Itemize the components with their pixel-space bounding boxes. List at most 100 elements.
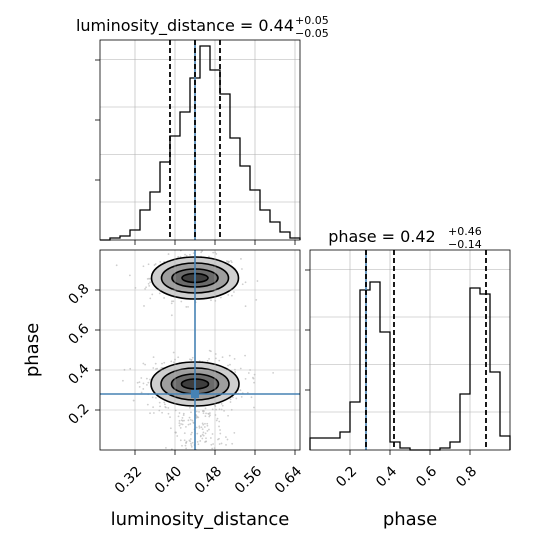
scatter-sample-point (182, 414, 185, 417)
scatter-sample-point (223, 409, 225, 412)
scatter-sample-point (138, 385, 141, 388)
title-phase-plus: +0.46 (448, 225, 482, 238)
scatter-sample-point (215, 252, 218, 255)
hist-phase-x-tick-label: 0.4 (373, 463, 400, 490)
scatter-sample-point (184, 444, 187, 447)
scatter-sample-point (154, 263, 157, 265)
scatter-sample-point (199, 435, 202, 438)
scatter-sample-point (202, 434, 205, 437)
scatter-sample-point (230, 261, 233, 264)
scatter-sample-point (210, 299, 212, 302)
scatter-sample-point (244, 305, 247, 308)
scatter-sample-point (191, 419, 194, 422)
scatter-sample-point (239, 389, 242, 392)
scatter-sample-point (155, 368, 157, 370)
scatter-sample-point (252, 377, 255, 380)
scatter-sample-point (140, 391, 143, 394)
scatter-sample-point (209, 350, 212, 353)
scatter-sample-point (211, 433, 214, 435)
scatter-sample-point (233, 431, 236, 434)
scatter-sample-point (158, 292, 161, 295)
scatter-sample-point (187, 305, 189, 308)
scatter-sample-point (253, 406, 255, 409)
scatter-sample-point (146, 277, 149, 280)
scatter-sample-point (163, 361, 166, 364)
y-axis-label-phase: phase (22, 323, 43, 377)
scatter-sample-point (221, 404, 224, 407)
scatter-sample-point (214, 299, 217, 302)
scatter-sample-point (167, 407, 170, 409)
scatter-sample-point (204, 432, 207, 435)
scatter-sample-point (231, 442, 234, 445)
scatter-sample-point (184, 253, 186, 256)
scatter-sample-point (167, 253, 170, 255)
scatter-sample-point (149, 281, 151, 284)
scatter-sample-point (149, 378, 151, 381)
x-axis-label-luminosity-distance: luminosity_distance (111, 509, 290, 530)
scatter-sample-point (152, 367, 155, 369)
scatter-sample-point (201, 250, 203, 252)
scatter-sample-point (145, 377, 148, 380)
scatter-sample-point (188, 416, 191, 419)
scatter-x-tick-label: 0.64 (272, 463, 305, 496)
scatter-sample-point (240, 396, 243, 398)
scatter-sample-point (132, 399, 135, 402)
scatter-sample-point (226, 438, 229, 441)
scatter-sample-point (199, 440, 202, 442)
scatter-panel-frame (99, 249, 301, 451)
scatter-sample-point (170, 302, 173, 305)
scatter-sample-point (202, 412, 205, 415)
title-phase-minus: −0.14 (448, 238, 482, 251)
scatter-sample-point (203, 426, 206, 428)
scatter-plot-area (100, 250, 300, 450)
scatter-sample-point (205, 412, 207, 415)
scatter-sample-point (196, 432, 199, 435)
scatter-sample-point (208, 415, 211, 418)
scatter-sample-point (188, 253, 191, 256)
scatter-sample-point (253, 381, 255, 384)
scatter-sample-point (197, 443, 200, 446)
scatter-sample-point (142, 382, 145, 385)
scatter-sample-point (183, 419, 185, 422)
scatter-sample-point (149, 412, 151, 415)
scatter-sample-point (142, 388, 145, 390)
scatter-sample-point (158, 401, 161, 404)
scatter-sample-point (164, 406, 167, 408)
scatter-sample-point (233, 357, 236, 360)
scatter-sample-point (192, 252, 195, 255)
scatter-sample-point (142, 362, 145, 365)
histogram-panel-luminosity-distance (95, 39, 301, 245)
scatter-sample-point (161, 411, 163, 414)
scatter-sample-point (234, 371, 237, 373)
scatter-sample-point (189, 438, 192, 440)
scatter-sample-point (180, 419, 183, 422)
scatter-sample-point (204, 422, 206, 425)
scatter-sample-point (181, 423, 184, 426)
scatter-sample-point (161, 362, 163, 365)
scatter-sample-point (218, 425, 220, 428)
scatter-sample-point (160, 367, 163, 369)
scatter-sample-point (177, 255, 180, 258)
scatter-sample-point (225, 260, 228, 262)
scatter-sample-point (214, 353, 217, 355)
scatter-sample-point (212, 443, 215, 445)
scatter-sample-point (189, 418, 192, 421)
scatter-sample-point (227, 294, 230, 296)
scatter-sample-point (212, 251, 215, 254)
scatter-sample-point (177, 356, 180, 359)
scatter-sample-point (187, 423, 190, 426)
scatter-sample-point (176, 435, 179, 437)
scatter-sample-point (230, 259, 232, 262)
scatter-sample-point (190, 444, 193, 447)
hist-phase-x-tick-label: 0.8 (453, 463, 480, 490)
scatter-sample-point (152, 356, 155, 359)
scatter-sample-point (149, 297, 152, 300)
scatter-sample-point (190, 411, 192, 414)
scatter-sample-point (206, 430, 209, 432)
scatter-sample-point (216, 417, 219, 420)
scatter-sample-point (218, 359, 221, 362)
histogram-panel-phase: 0.2 0.4 0.6 0.8 (305, 249, 511, 490)
scatter-sample-point (227, 414, 229, 417)
scatter-sample-point (218, 420, 221, 423)
scatter-y-tick-label: 0.6 (66, 321, 93, 348)
